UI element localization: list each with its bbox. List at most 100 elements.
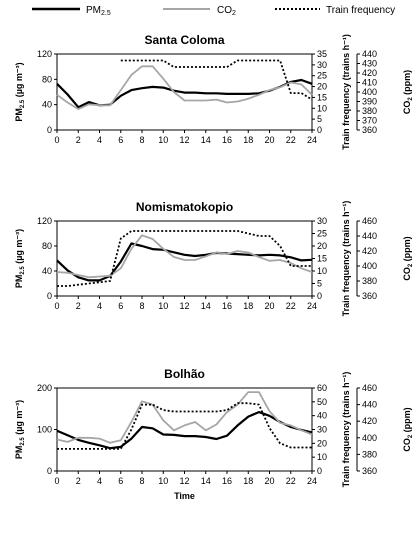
co2-tick-label: 410 bbox=[362, 78, 377, 88]
plot-frame bbox=[56, 220, 313, 297]
x-tick-label: 22 bbox=[286, 301, 296, 311]
y2-axis-label: Train frequency (trains h⁻¹) bbox=[341, 372, 351, 488]
y-tick-label: 40 bbox=[42, 266, 52, 276]
y2-tick-label: 15 bbox=[317, 92, 327, 102]
x-tick-label: 6 bbox=[118, 135, 123, 145]
y2-tick-label: 60 bbox=[317, 383, 327, 393]
x-tick-label: 10 bbox=[158, 476, 168, 486]
legend-label-pm25: PM2.5 bbox=[86, 5, 111, 17]
legend-label-train: Train frequency bbox=[326, 5, 395, 16]
y2-tick-label: 0 bbox=[317, 291, 322, 301]
x-tick-label: 12 bbox=[179, 476, 189, 486]
y2-tick-label: 30 bbox=[317, 216, 327, 226]
y2-tick-label: 10 bbox=[317, 103, 327, 113]
y-axis-label: PM2.5 (µg m⁻³) bbox=[14, 400, 26, 459]
x-tick-label: 18 bbox=[243, 476, 253, 486]
x-tick-label: 8 bbox=[139, 476, 144, 486]
co2-tick-label: 440 bbox=[362, 400, 377, 410]
panel-title: Bolhão bbox=[164, 367, 205, 381]
y-tick-label: 80 bbox=[42, 74, 52, 84]
y2-tick-label: 20 bbox=[317, 82, 327, 92]
co2-tick-label: 400 bbox=[362, 261, 377, 271]
y2-tick-label: 30 bbox=[317, 60, 327, 70]
y-tick-label: 80 bbox=[42, 241, 52, 251]
y2-tick-label: 25 bbox=[317, 71, 327, 81]
series-line-pm25 bbox=[56, 242, 313, 282]
co2-tick-label: 380 bbox=[362, 276, 377, 286]
co2-axis-label: CO2 (ppm) bbox=[402, 236, 414, 280]
x-tick-label: 6 bbox=[118, 301, 123, 311]
co2-tick-label: 460 bbox=[362, 216, 377, 226]
legend-item-co2: CO2 bbox=[163, 5, 236, 17]
y2-tick-label: 25 bbox=[317, 229, 327, 239]
co2-tick-label: 360 bbox=[362, 291, 377, 301]
series-line-train-frequency bbox=[57, 402, 312, 450]
x-tick-label: 4 bbox=[97, 301, 102, 311]
legend-item-train: Train frequency bbox=[275, 5, 395, 16]
x-tick-label: 14 bbox=[201, 135, 211, 145]
x-tick-label: 22 bbox=[286, 476, 296, 486]
x-tick-label: 4 bbox=[97, 476, 102, 486]
x-tick-label: 14 bbox=[201, 476, 211, 486]
co2-axis-label: CO2 (ppm) bbox=[402, 70, 414, 114]
x-tick-label: 8 bbox=[139, 135, 144, 145]
co2-tick-label: 380 bbox=[362, 449, 377, 459]
series-line-train-frequency bbox=[120, 59, 313, 101]
co2-tick-label: 430 bbox=[362, 59, 377, 69]
x-tick-label: 16 bbox=[222, 476, 232, 486]
y-tick-label: 100 bbox=[37, 425, 52, 435]
co2-tick-label: 370 bbox=[362, 116, 377, 126]
y2-tick-label: 10 bbox=[317, 452, 327, 462]
series-line-train-frequency bbox=[57, 230, 312, 287]
panel-title: Nomismatokopio bbox=[136, 200, 233, 214]
y2-tick-label: 0 bbox=[317, 125, 322, 135]
co2-tick-label: 420 bbox=[362, 416, 377, 426]
x-tick-label: 6 bbox=[118, 476, 123, 486]
co2-axis-label: CO2 (ppm) bbox=[402, 407, 414, 451]
x-tick-label: 16 bbox=[222, 301, 232, 311]
x-tick-label: 24 bbox=[307, 301, 317, 311]
x-tick-label: 12 bbox=[179, 301, 189, 311]
y2-tick-label: 15 bbox=[317, 254, 327, 264]
co2-tick-label: 420 bbox=[362, 246, 377, 256]
y-tick-label: 200 bbox=[37, 383, 52, 393]
x-tick-label: 8 bbox=[139, 301, 144, 311]
x-tick-label: 12 bbox=[179, 135, 189, 145]
x-tick-label: 0 bbox=[54, 301, 59, 311]
x-tick-label: 18 bbox=[243, 135, 253, 145]
series-line-co2 bbox=[56, 234, 313, 279]
legend-label-co2: CO2 bbox=[217, 5, 236, 17]
y-tick-label: 0 bbox=[47, 466, 52, 476]
y-axis-label: PM2.5 (µg m⁻³) bbox=[14, 62, 26, 121]
x-tick-label: 24 bbox=[307, 476, 317, 486]
y-tick-label: 120 bbox=[37, 49, 52, 59]
x-tick-label: 16 bbox=[222, 135, 232, 145]
y2-tick-label: 40 bbox=[317, 411, 327, 421]
co2-tick-label: 390 bbox=[362, 97, 377, 107]
co2-tick-label: 400 bbox=[362, 87, 377, 97]
y2-tick-label: 5 bbox=[317, 279, 322, 289]
y-tick-label: 0 bbox=[47, 291, 52, 301]
co2-tick-label: 360 bbox=[362, 125, 377, 135]
x-tick-label: 20 bbox=[264, 476, 274, 486]
x-tick-label: 18 bbox=[243, 301, 253, 311]
chart-legend: PM2.5 CO2 Train frequency bbox=[32, 5, 395, 17]
series-line-co2 bbox=[56, 391, 313, 444]
y2-tick-label: 35 bbox=[317, 49, 327, 59]
y2-tick-label: 0 bbox=[317, 466, 322, 476]
x-tick-label: 4 bbox=[97, 135, 102, 145]
co2-tick-label: 440 bbox=[362, 49, 377, 59]
y-axis-label: PM2.5 (µg m⁻³) bbox=[14, 229, 26, 288]
y2-axis-label: Train frequency (trains h⁻¹) bbox=[341, 34, 351, 150]
x-tick-label: 0 bbox=[54, 476, 59, 486]
panel-title: Santa Coloma bbox=[144, 33, 224, 47]
x-axis-label: Time bbox=[174, 491, 195, 501]
y-tick-label: 40 bbox=[42, 100, 52, 110]
y2-tick-label: 20 bbox=[317, 438, 327, 448]
co2-tick-label: 460 bbox=[362, 383, 377, 393]
co2-tick-label: 420 bbox=[362, 68, 377, 78]
